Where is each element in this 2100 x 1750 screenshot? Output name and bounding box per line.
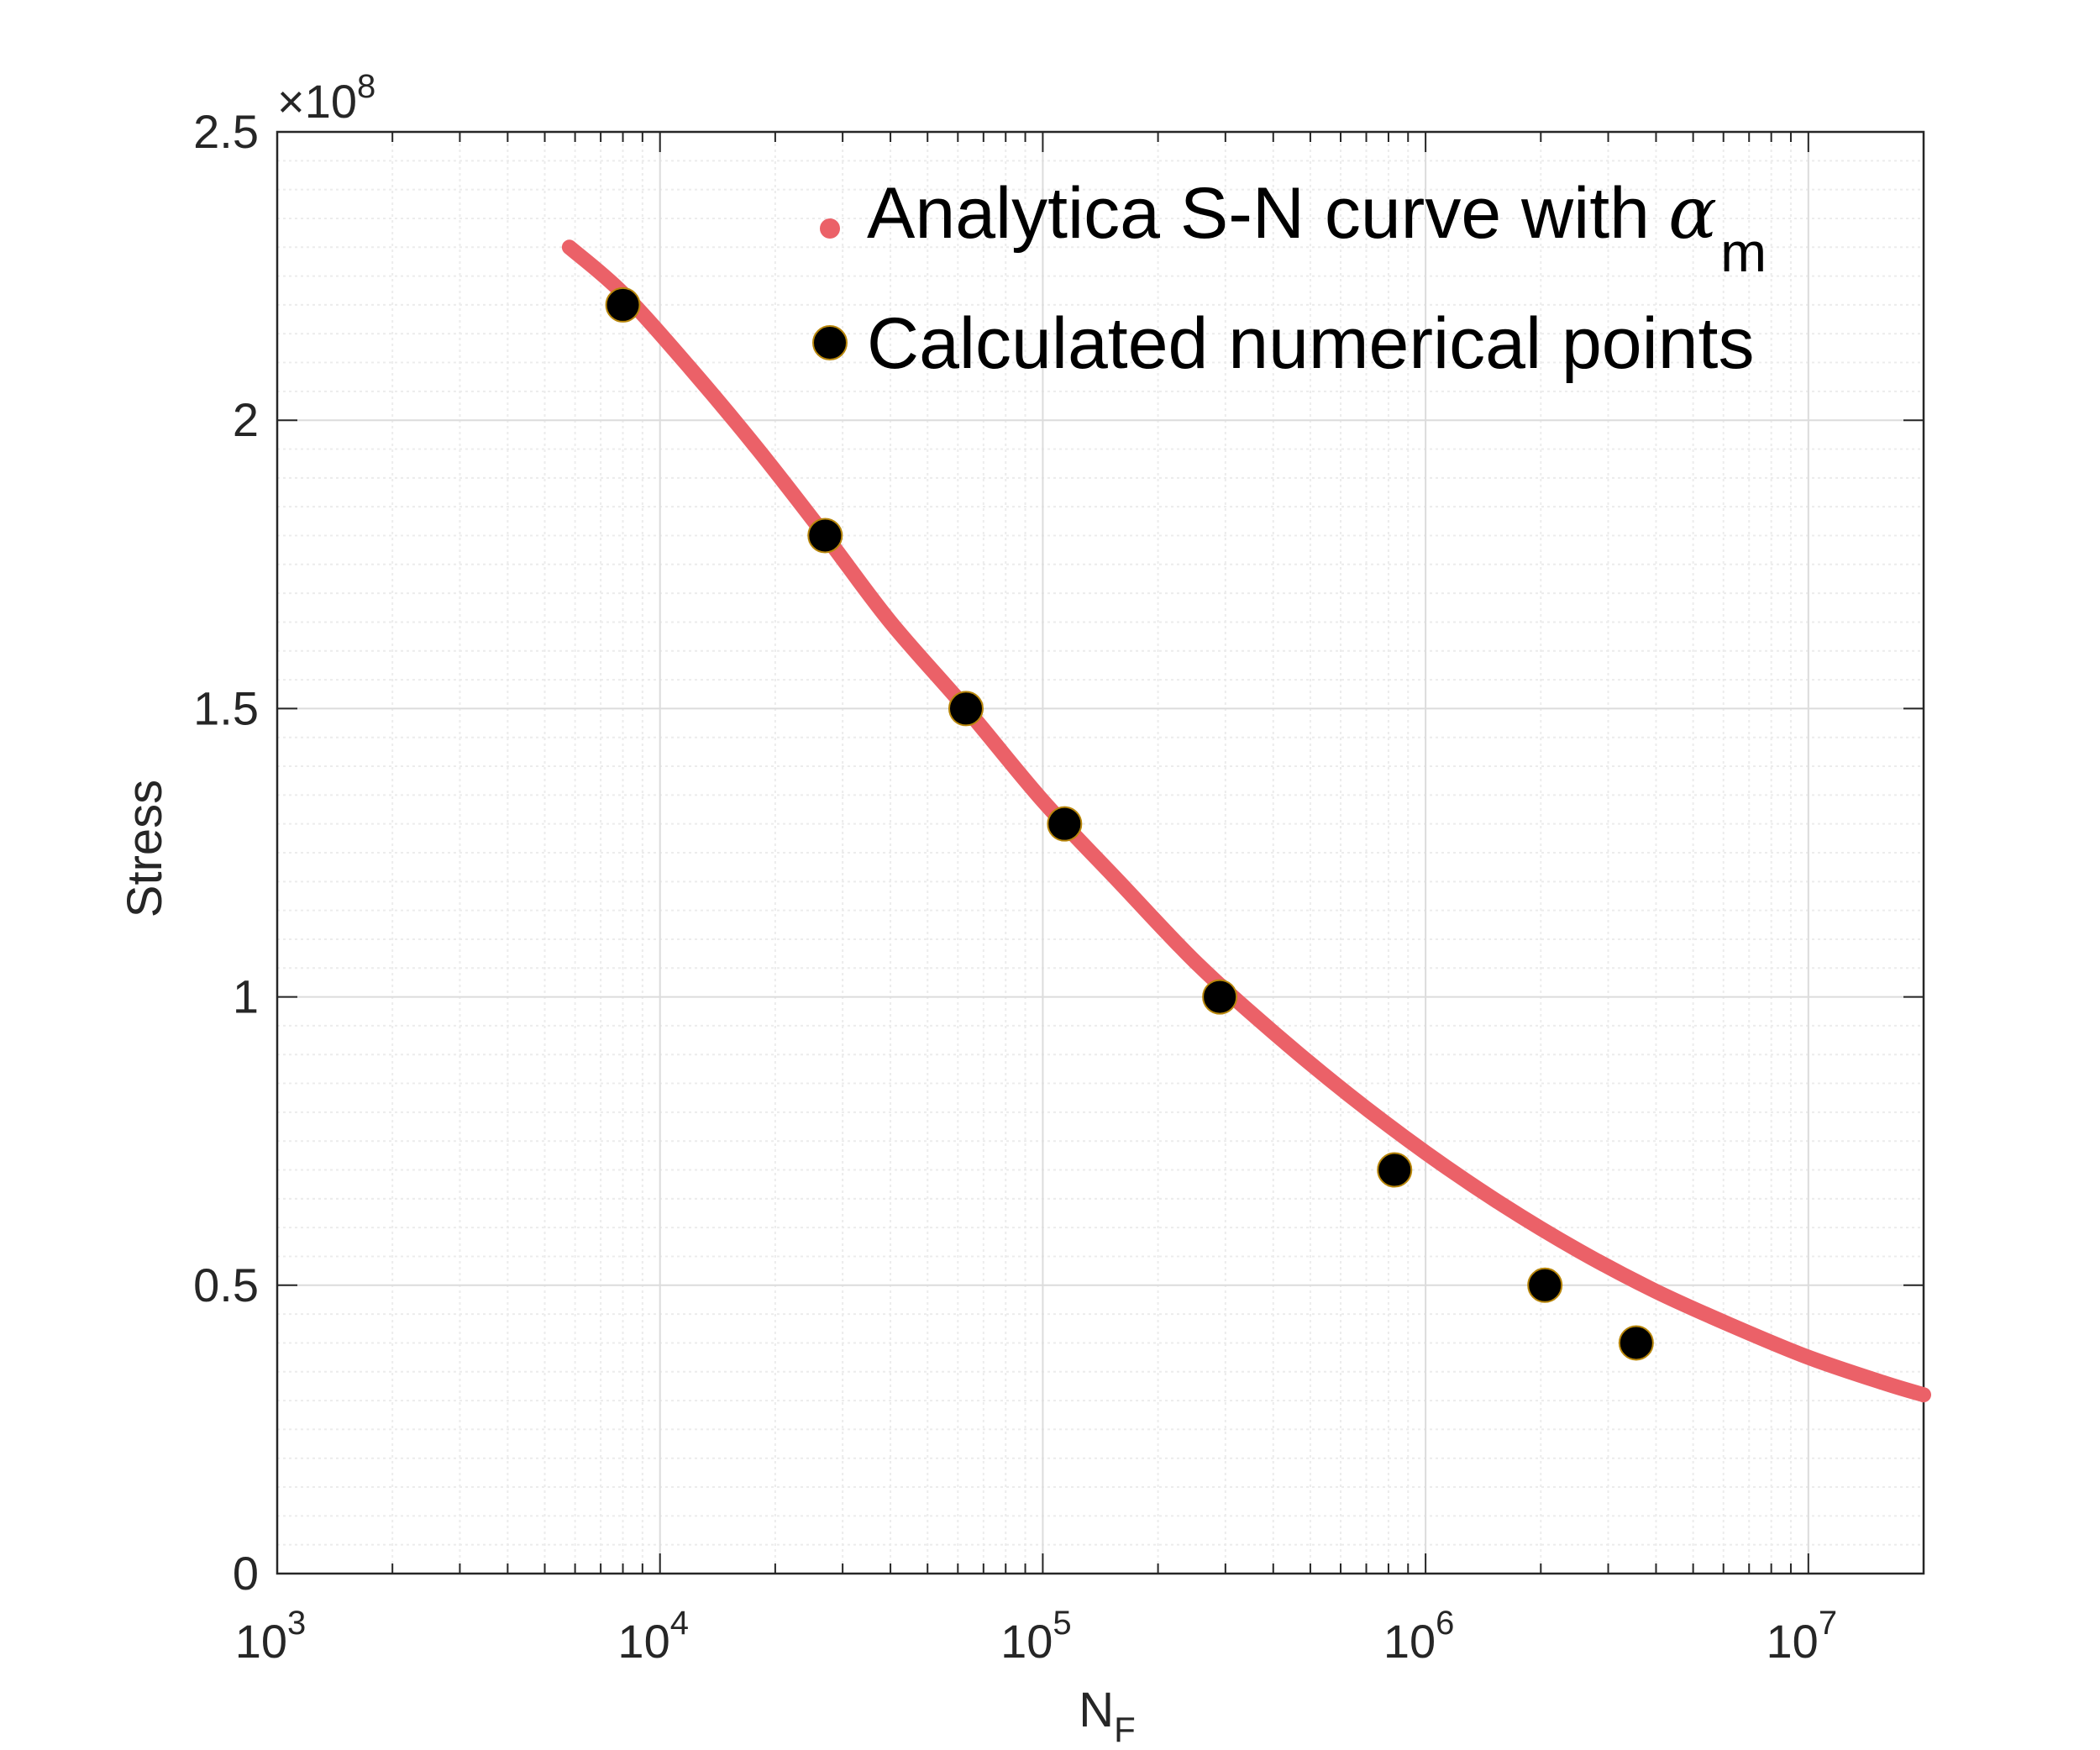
data-point-numerical: [1377, 1152, 1413, 1188]
tick-label-x-base: 10: [617, 1615, 669, 1668]
axes: [276, 130, 1925, 1575]
legend: Analytica S-N curve with αm Calculated nu…: [812, 171, 1767, 384]
tick-label-x-exp: 5: [1053, 1605, 1071, 1642]
tick-label-y: 2.5: [193, 105, 259, 158]
tick-label-y: 1: [233, 970, 259, 1023]
y-exponent-power: 8: [357, 68, 375, 105]
tick-label-x-base: 10: [1000, 1615, 1053, 1668]
tick-label-y: 2: [233, 393, 259, 446]
tick-label-x-exp: 7: [1819, 1605, 1837, 1642]
tick-label-x-base: 10: [1767, 1615, 1819, 1668]
tick-label-x-base: 10: [1383, 1615, 1436, 1668]
tick-label-y: 0.5: [193, 1259, 259, 1311]
tick-label-x: 105: [1000, 1605, 1072, 1668]
legend-label-numerical: Calculated numerical points: [867, 303, 1754, 384]
tick-label-x: 106: [1383, 1605, 1455, 1668]
data-point-numerical: [1202, 979, 1238, 1015]
tick-label-x-exp: 4: [670, 1605, 689, 1642]
x-axis-label: NF: [1079, 1683, 1136, 1749]
tick-label-x: 103: [235, 1605, 307, 1668]
x-axis-label-main: N: [1079, 1683, 1114, 1737]
data-point-numerical: [1047, 806, 1083, 842]
data-point-numerical: [1618, 1325, 1654, 1361]
axes-box: [276, 130, 1925, 1575]
y-exponent-label: ×108: [277, 68, 375, 128]
series-layer: [561, 239, 1931, 1403]
tick-label-x-exp: 3: [287, 1605, 306, 1642]
tick-label-y: 0: [233, 1547, 259, 1600]
data-point-numerical: [1527, 1267, 1563, 1303]
x-axis-label-sub: F: [1114, 1710, 1136, 1749]
y-axis-label: Stress: [118, 780, 172, 917]
data-point-numerical: [807, 518, 843, 554]
legend-label-analytic: Analytica S-N curve with αm: [867, 171, 1767, 283]
data-point-numerical: [948, 691, 984, 727]
data-point-numerical: [605, 286, 641, 323]
grid: [276, 131, 1924, 1574]
legend-marker-analytic: [820, 218, 840, 239]
y-exponent-prefix: ×10: [277, 75, 357, 128]
tick-label-x: 104: [617, 1605, 689, 1668]
legend-label-analytic-subscript: m: [1720, 221, 1767, 283]
tick-label-x-exp: 6: [1436, 1605, 1454, 1642]
tick-label-y: 1.5: [193, 681, 259, 734]
tick-label-x: 107: [1767, 1605, 1838, 1668]
legend-marker-numerical: [812, 325, 848, 360]
series-line-analytic: [561, 239, 1931, 1403]
legend-label-analytic-text: Analytica S-N curve with: [867, 173, 1650, 254]
legend-label-analytic-symbol: α: [1668, 171, 1717, 255]
tick-label-x-base: 10: [235, 1615, 287, 1668]
